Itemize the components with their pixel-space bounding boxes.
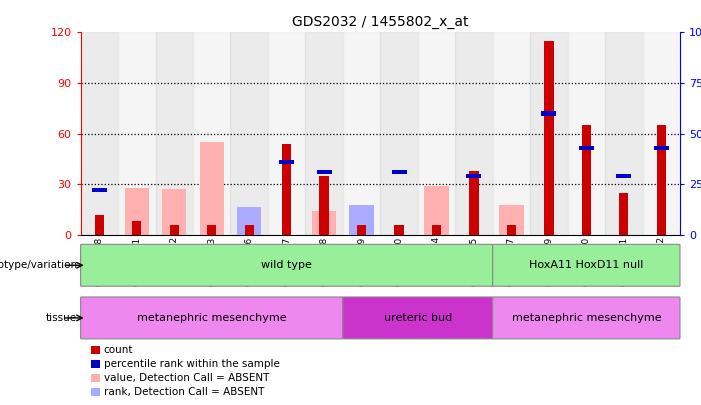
Bar — [237, 211, 261, 235]
Bar — [349, 213, 374, 235]
Text: percentile rank within the sample: percentile rank within the sample — [104, 359, 280, 369]
Bar — [395, 225, 404, 235]
FancyBboxPatch shape — [81, 244, 493, 286]
Bar — [279, 160, 294, 164]
Bar — [493, 32, 530, 235]
Bar — [81, 32, 118, 235]
Bar — [582, 125, 591, 235]
Bar — [530, 32, 568, 235]
Bar — [469, 171, 479, 235]
Bar — [455, 32, 493, 235]
FancyBboxPatch shape — [493, 297, 680, 339]
FancyBboxPatch shape — [343, 297, 493, 339]
Bar — [418, 32, 455, 235]
Bar — [207, 225, 217, 235]
Text: rank, Detection Call = ABSENT: rank, Detection Call = ABSENT — [104, 387, 264, 396]
Bar — [657, 125, 666, 235]
Bar — [605, 32, 643, 235]
Text: value, Detection Call = ABSENT: value, Detection Call = ABSENT — [104, 373, 269, 383]
Bar — [245, 225, 254, 235]
Bar — [92, 188, 107, 192]
Bar — [268, 32, 306, 235]
Text: genotype/variation: genotype/variation — [0, 260, 77, 270]
Bar — [312, 211, 336, 235]
Text: metanephric mesenchyme: metanephric mesenchyme — [137, 313, 287, 323]
Bar — [282, 144, 292, 235]
Bar — [579, 146, 594, 150]
Text: tissue: tissue — [46, 313, 77, 323]
Bar — [343, 32, 381, 235]
Bar — [568, 32, 605, 235]
Bar — [237, 207, 261, 235]
Bar — [499, 205, 524, 235]
Bar — [156, 32, 193, 235]
Bar — [619, 193, 629, 235]
Bar — [466, 174, 482, 178]
Bar — [320, 176, 329, 235]
Bar — [170, 225, 179, 235]
Bar — [118, 32, 156, 235]
Bar — [162, 190, 186, 235]
Title: GDS2032 / 1455802_x_at: GDS2032 / 1455802_x_at — [292, 15, 468, 29]
Text: ureteric bud: ureteric bud — [383, 313, 452, 323]
Text: HoxA11 HoxD11 null: HoxA11 HoxD11 null — [529, 260, 644, 270]
Bar — [317, 170, 332, 174]
Text: count: count — [104, 345, 133, 355]
Bar — [231, 32, 268, 235]
Text: wild type: wild type — [261, 260, 312, 270]
Bar — [392, 170, 407, 174]
FancyBboxPatch shape — [493, 244, 680, 286]
Bar — [357, 225, 366, 235]
Bar — [349, 205, 374, 235]
Bar — [132, 222, 142, 235]
Bar — [654, 146, 669, 150]
Bar — [541, 111, 557, 115]
Bar — [125, 188, 149, 235]
FancyBboxPatch shape — [81, 297, 343, 339]
Bar — [200, 142, 224, 235]
Text: metanephric mesenchyme: metanephric mesenchyme — [512, 313, 661, 323]
Bar — [432, 225, 441, 235]
Bar — [544, 41, 554, 235]
Bar — [507, 225, 516, 235]
Bar — [643, 32, 680, 235]
Bar — [616, 174, 632, 178]
Bar — [306, 32, 343, 235]
Bar — [95, 215, 104, 235]
Bar — [381, 32, 418, 235]
Bar — [193, 32, 231, 235]
Bar — [424, 186, 449, 235]
